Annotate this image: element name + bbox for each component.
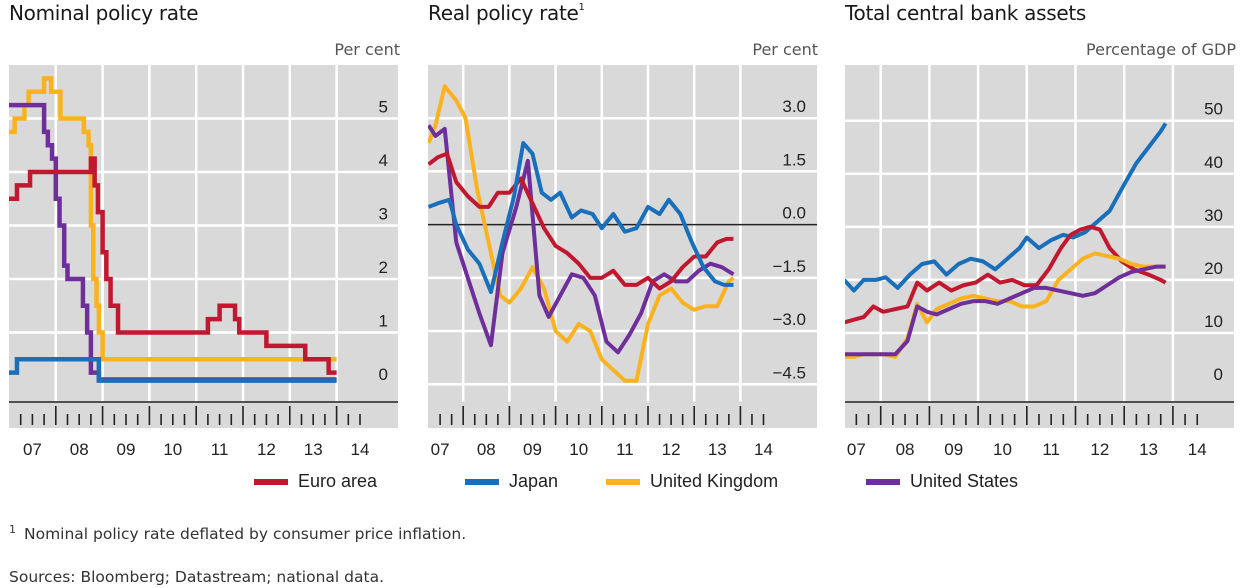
legend-swatch-united-states xyxy=(866,478,900,485)
footnote-text: Nominal policy rate deflated by consumer… xyxy=(24,525,467,544)
x-tick-label: 07 xyxy=(431,440,450,459)
x-tick-label: 11 xyxy=(1042,440,1060,459)
legend-item-united-states: United States xyxy=(866,471,1018,492)
x-tick-label: 08 xyxy=(477,440,496,459)
plot-background xyxy=(9,65,398,428)
series-line-euro-area xyxy=(9,156,337,375)
x-tick-label: 07 xyxy=(847,440,866,459)
y-tick-label: −4.5 xyxy=(772,363,806,382)
x-tick-label: 14 xyxy=(754,440,773,459)
panel-title-real: Real policy rate1 xyxy=(428,1,585,25)
y-tick-label: 3 xyxy=(379,204,388,223)
x-tick-label: 12 xyxy=(257,440,276,459)
legend-item-euro-area: Euro area xyxy=(254,471,377,492)
series-line-united-kingdom xyxy=(428,84,735,383)
panel-title-nominal: Nominal policy rate xyxy=(9,1,199,25)
y-tick-label: 4 xyxy=(379,151,388,170)
unit-label-real: Per cent xyxy=(752,40,818,59)
x-tick-label: 14 xyxy=(351,440,370,459)
legend-label: United Kingdom xyxy=(650,471,779,491)
y-tick-label: 0.0 xyxy=(782,204,806,223)
panel-title-assets: Total central bank assets xyxy=(845,1,1086,25)
y-tick-label: 1 xyxy=(379,311,388,330)
y-tick-label: 1.5 xyxy=(782,150,806,169)
legend-label: Japan xyxy=(509,471,559,491)
x-tick-label: 10 xyxy=(569,440,588,459)
x-tick-label: 08 xyxy=(70,440,89,459)
x-tick-label: 10 xyxy=(163,440,182,459)
footnote-number: 1 xyxy=(9,523,16,536)
unit-label-assets: Percentage of GDP xyxy=(1086,40,1236,59)
y-tick-label: 30 xyxy=(1204,206,1223,225)
legend-label: Euro area xyxy=(298,471,378,491)
x-tick-label: 07 xyxy=(23,440,42,459)
x-tick-label: 09 xyxy=(944,440,963,459)
x-tick-label: 11 xyxy=(211,440,229,459)
x-tick-label: 11 xyxy=(616,440,634,459)
series-line-japan xyxy=(428,141,734,295)
y-tick-label: 0 xyxy=(379,365,388,384)
panel-title-text: Total central bank assets xyxy=(845,1,1087,25)
panel-title-text: Real policy rate xyxy=(428,1,579,25)
legend-label: United States xyxy=(910,471,1019,491)
series-line-japan xyxy=(9,356,337,383)
x-tick-label: 13 xyxy=(708,440,727,459)
y-tick-label: 3.0 xyxy=(782,97,806,116)
series-line-japan xyxy=(845,122,1168,293)
series-line-euro-area xyxy=(845,224,1167,325)
x-tick-label: 10 xyxy=(993,440,1012,459)
x-tick-label: 09 xyxy=(117,440,136,459)
x-tick-label: 12 xyxy=(662,440,681,459)
y-tick-label: 10 xyxy=(1204,312,1223,331)
legend-swatch-japan xyxy=(465,478,499,485)
y-tick-label: 50 xyxy=(1204,100,1223,119)
footnote: 1 Nominal policy rate deflated by consume… xyxy=(9,523,466,543)
x-tick-label: 12 xyxy=(1090,440,1109,459)
series-line-euro-area xyxy=(428,151,734,291)
x-tick-label: 13 xyxy=(1139,440,1158,459)
x-tick-label: 09 xyxy=(523,440,542,459)
plot-background xyxy=(428,65,817,428)
series-line-united-states xyxy=(428,124,735,355)
x-tick-label: 08 xyxy=(896,440,915,459)
y-tick-label: 40 xyxy=(1204,153,1223,172)
y-tick-label: −1.5 xyxy=(772,257,806,276)
y-tick-label: 5 xyxy=(379,97,388,116)
legend-swatch-euro-area xyxy=(254,478,288,485)
y-tick-label: −3.0 xyxy=(772,310,806,329)
legend-swatch-united-kingdom xyxy=(606,478,640,485)
sources: Sources: Bloomberg; Datastream; national… xyxy=(9,568,384,586)
series-line-united-states xyxy=(845,264,1166,357)
footnote-marker: 1 xyxy=(578,2,585,13)
unit-label-nominal: Per cent xyxy=(334,40,400,59)
y-tick-label: 0 xyxy=(1214,365,1223,384)
legend-item-japan: Japan xyxy=(465,471,558,492)
x-tick-label: 13 xyxy=(304,440,323,459)
panel-title-text: Nominal policy rate xyxy=(9,1,199,25)
legend-item-united-kingdom: United Kingdom xyxy=(606,471,778,492)
y-tick-label: 20 xyxy=(1204,259,1223,278)
y-tick-label: 2 xyxy=(379,258,388,277)
x-tick-label: 14 xyxy=(1188,440,1207,459)
